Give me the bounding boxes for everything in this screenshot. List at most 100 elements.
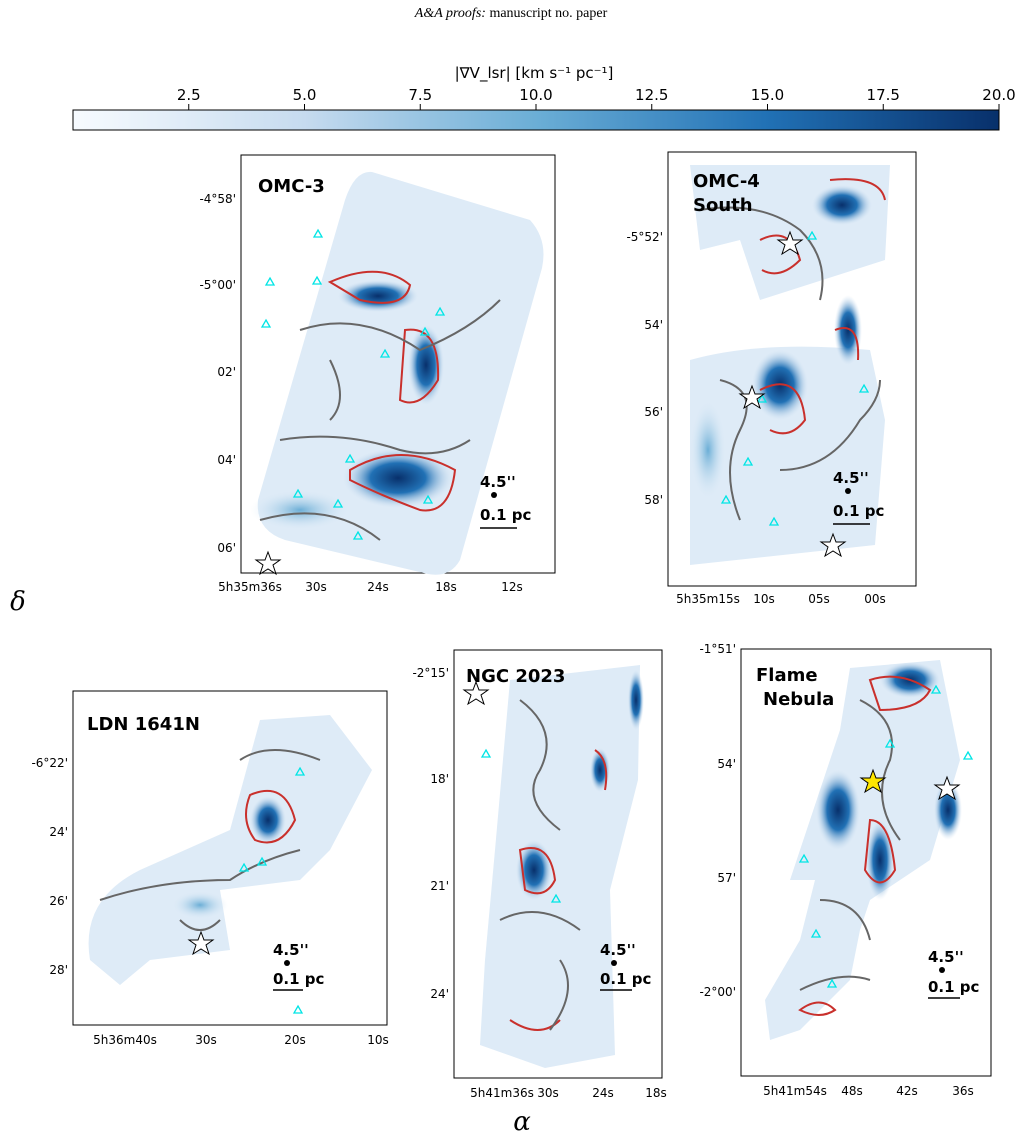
xtick: 5h35m15s — [676, 592, 740, 606]
star-marker — [462, 680, 490, 706]
xtick: 00s — [864, 592, 886, 606]
xtick: 36s — [952, 1084, 974, 1098]
beam-dot — [284, 960, 290, 966]
cyan-markers — [260, 228, 446, 540]
map-region — [257, 171, 544, 575]
star-marker — [187, 930, 215, 956]
cyan-markers — [480, 748, 562, 903]
gradient-peak — [866, 820, 894, 900]
ytick: 06' — [217, 541, 236, 555]
scalebar-label: 0.1 pc — [928, 978, 979, 996]
ytick: 28' — [49, 963, 68, 977]
xtick: 24s — [367, 580, 389, 594]
xtick: 48s — [841, 1084, 863, 1098]
beam-dot — [845, 488, 851, 494]
red-contours — [798, 675, 932, 1016]
panel-title: OMC-4 — [693, 171, 760, 192]
cyan-markers — [238, 766, 306, 1014]
ytick: 56' — [644, 405, 663, 419]
gradient-peak — [250, 490, 350, 530]
panel-title: LDN 1641N — [87, 714, 200, 735]
red-contours — [509, 749, 608, 1031]
ytick: 54' — [644, 318, 663, 332]
panel-ngc2023: NGC 2023 4.5'' 0.1 pc -2°15' 18' 21' 24'… — [412, 649, 667, 1100]
red-contours — [759, 178, 886, 435]
colorbar-tick-label: 7.5 — [408, 86, 432, 104]
xtick: 5h41m54s — [763, 1084, 827, 1098]
ytick: 18' — [430, 772, 449, 786]
panel-title: Flame — [756, 665, 818, 686]
panel-title-line2: South — [693, 195, 753, 216]
x-axis-label: α — [513, 1107, 531, 1137]
gradient-peak — [812, 185, 872, 225]
journal-name: A&A proofs: — [414, 6, 486, 21]
beam-dot — [611, 960, 617, 966]
ytick: -2°00' — [699, 985, 736, 999]
cyan-markers — [720, 230, 870, 526]
beam-label: 4.5'' — [928, 948, 964, 966]
xtick: 5h36m40s — [93, 1033, 157, 1047]
colorbar-tick-label: 5.0 — [293, 86, 317, 104]
ytick: 57' — [717, 871, 736, 885]
ytick: -4°58' — [199, 192, 236, 206]
red-contours — [245, 790, 297, 844]
grey-contours — [799, 699, 901, 991]
beam-label: 4.5'' — [480, 473, 516, 491]
panel-ldn1641n: LDN 1641N 4.5'' 0.1 pc -6°22' 24' 26' 28… — [31, 690, 389, 1047]
scalebar-label: 0.1 pc — [833, 502, 884, 520]
panel-flame: Flame Nebula 4.5'' 0.1 pc -1°51' 54' 57'… — [699, 642, 992, 1098]
gradient-peak — [690, 400, 726, 500]
beam-dot — [939, 967, 945, 973]
map-region — [88, 715, 373, 985]
panel-omc3: OMC-3 4.5'' 0.1 pc -4°58' -5°00' 02' 04'… — [199, 154, 556, 594]
colorbar — [72, 109, 1000, 131]
xtick: 30s — [537, 1086, 559, 1100]
xtick: 10s — [367, 1033, 389, 1047]
beam-dot — [491, 492, 497, 498]
xtick: 30s — [195, 1033, 217, 1047]
colorbar-tick-label: 15.0 — [751, 86, 784, 104]
grey-contours — [699, 206, 881, 521]
xtick: 10s — [753, 592, 775, 606]
star-marker — [933, 775, 961, 801]
colorbar-ticks: 2.5 5.0 7.5 10.0 12.5 15.0 17.5 20.0 — [177, 86, 1016, 110]
ytick: 24' — [430, 987, 449, 1001]
ytick: -6°22' — [31, 756, 68, 770]
star-marker — [819, 532, 847, 558]
ytick: 21' — [430, 879, 449, 893]
grey-contours — [259, 299, 501, 541]
xtick: 18s — [645, 1086, 667, 1100]
colorbar-tick-label: 20.0 — [982, 86, 1015, 104]
colorbar-tick-label: 2.5 — [177, 86, 201, 104]
colorbar-label: |∇V_lsr| [km s⁻¹ pc⁻¹] — [455, 64, 614, 83]
xtick: 42s — [896, 1084, 918, 1098]
ytick: -2°15' — [412, 666, 449, 680]
star-marker — [738, 384, 766, 410]
cyan-markers — [798, 684, 974, 988]
panel-title: OMC-3 — [258, 176, 325, 197]
colorbar-tick-label: 17.5 — [867, 86, 900, 104]
xtick: 12s — [501, 580, 523, 594]
ytick: 26' — [49, 894, 68, 908]
panel-omc4: OMC-4 South 4.5'' 0.1 pc -5°52' 54' 56' … — [626, 151, 917, 606]
gradient-peak — [590, 748, 610, 792]
gradient-peak — [834, 295, 862, 365]
grey-contours — [499, 699, 581, 1031]
ytick: 24' — [49, 825, 68, 839]
colorbar-tick-label: 12.5 — [635, 86, 668, 104]
xtick: 05s — [808, 592, 830, 606]
yellow-star-marker — [859, 768, 887, 794]
ytick: 58' — [644, 493, 663, 507]
xtick: 20s — [284, 1033, 306, 1047]
gradient-peak — [250, 796, 286, 844]
xtick: 18s — [435, 580, 457, 594]
gradient-peak — [338, 280, 418, 312]
star-marker — [254, 550, 282, 576]
gradient-peak — [628, 670, 644, 730]
running-header: A&A proofs: manuscript no. paper — [0, 6, 1022, 22]
manuscript-note: manuscript no. paper — [489, 6, 608, 21]
map-region — [690, 346, 885, 565]
beam-label: 4.5'' — [600, 941, 636, 959]
scalebar-label: 0.1 pc — [480, 506, 531, 524]
